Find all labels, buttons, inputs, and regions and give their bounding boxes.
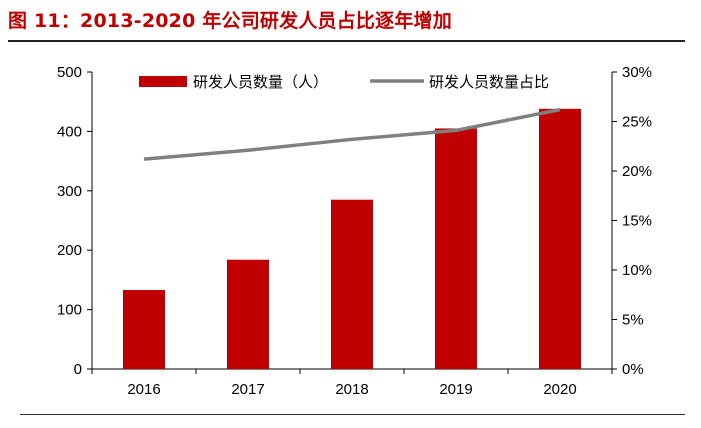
bar-2017 [227,259,269,369]
left-y-tick-label: 0 [74,361,82,378]
bar-2018 [331,199,373,369]
x-tick-label: 2018 [335,381,368,398]
title-rule [8,40,685,42]
left-y-tick-label: 300 [57,183,82,200]
right-y-tick-label: 10% [622,262,652,279]
left-y-tick-label: 100 [57,302,82,319]
right-y-tick-label: 5% [622,312,644,329]
chart-title: 图 11：2013-2020 年公司研发人员占比逐年增加 [8,10,452,32]
x-tick-label: 2017 [231,381,264,398]
left-y-tick-label: 500 [57,64,82,81]
right-y-tick-label: 20% [622,163,652,180]
ratio-line [143,107,561,161]
left-y-tick-label: 200 [57,242,82,259]
bar-2016 [123,289,165,369]
line-series [143,107,561,161]
x-tick-labels: 2016 2017 2018 2019 2020 [127,381,576,398]
x-tick-label: 2020 [543,381,576,398]
bar-2019 [435,128,477,369]
legend-bar-label: 研发人员数量（人） [193,73,328,91]
right-y-tick-label: 30% [622,64,652,81]
source-rule [20,414,685,415]
x-tick-label: 2019 [439,381,472,398]
right-y-tick-label: 25% [622,114,652,131]
bar-series [123,108,581,369]
x-tick-label: 2016 [127,381,160,398]
legend-line-label: 研发人员数量占比 [429,73,549,91]
right-y-tick-label: 15% [622,213,652,230]
legend-bar-swatch [139,76,187,87]
bar-2020 [539,108,581,369]
right-y-tick-label: 0% [622,361,644,378]
legend: 研发人员数量（人） 研发人员数量占比 [139,73,549,91]
left-y-tick-label: 400 [57,123,82,140]
